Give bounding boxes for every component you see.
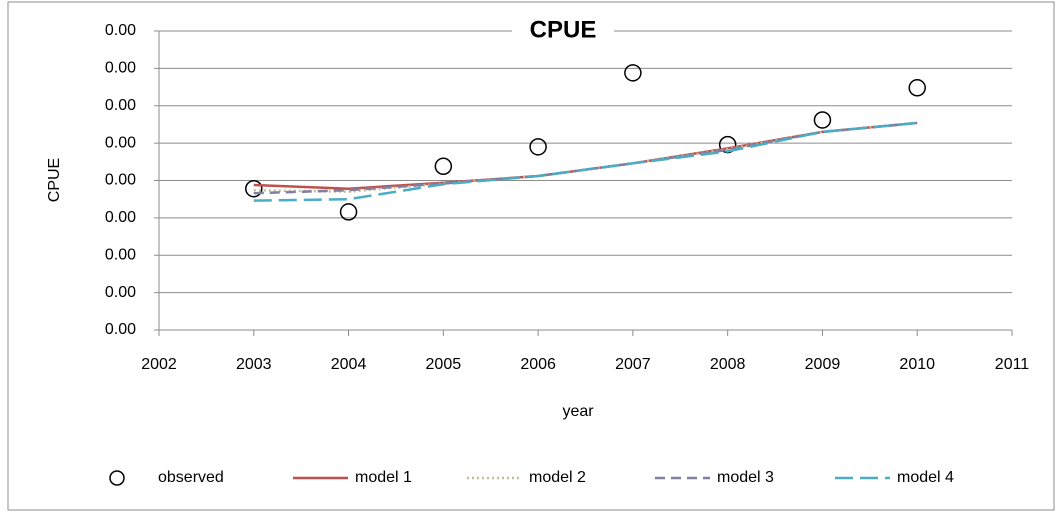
x-tick-label: 2004 <box>331 356 367 373</box>
data-point <box>813 111 832 129</box>
legend-label: model 1 <box>355 469 412 486</box>
data-point <box>624 64 642 82</box>
x-axis-label: year <box>562 403 594 420</box>
series-line <box>253 121 918 202</box>
y-tick-label: 0.00 <box>105 22 136 39</box>
chart-title: CPUE <box>530 16 597 43</box>
y-tick-label: 0.00 <box>105 134 136 151</box>
y-tick-label: 0.00 <box>105 246 136 263</box>
x-tick-label: 2009 <box>805 356 841 373</box>
x-tick-label: 2011 <box>995 356 1030 373</box>
title-background <box>512 18 614 44</box>
legend-label: model 3 <box>717 469 774 486</box>
data-point <box>908 79 926 97</box>
y-axis-label: CPUE <box>46 158 63 202</box>
y-tick-label: 0.00 <box>105 321 136 338</box>
legend-label: model 2 <box>529 469 586 486</box>
y-tick-label: 0.00 <box>105 172 136 189</box>
x-tick-label: 2003 <box>236 356 272 373</box>
chart-border <box>7 1 1055 511</box>
legend-label: model 4 <box>897 469 954 486</box>
x-tick-label: 2006 <box>520 356 556 373</box>
y-tick-label: 0.00 <box>105 97 136 114</box>
data-point <box>339 203 358 221</box>
x-tick-label: 2010 <box>899 356 935 373</box>
y-tick-label: 0.00 <box>105 284 136 301</box>
data-point <box>718 135 737 154</box>
data-point <box>245 179 263 198</box>
legend-label: observed <box>158 469 224 486</box>
data-point <box>529 138 547 156</box>
x-tick-label: 2005 <box>426 356 462 373</box>
x-tick-label: 2002 <box>141 356 177 373</box>
y-tick-label: 0.00 <box>105 60 136 77</box>
legend-symbol <box>109 470 125 486</box>
y-tick-label: 0.00 <box>105 209 136 226</box>
x-tick-label: 2008 <box>710 356 746 373</box>
data-point <box>434 157 453 176</box>
x-tick-label: 2007 <box>615 356 651 373</box>
